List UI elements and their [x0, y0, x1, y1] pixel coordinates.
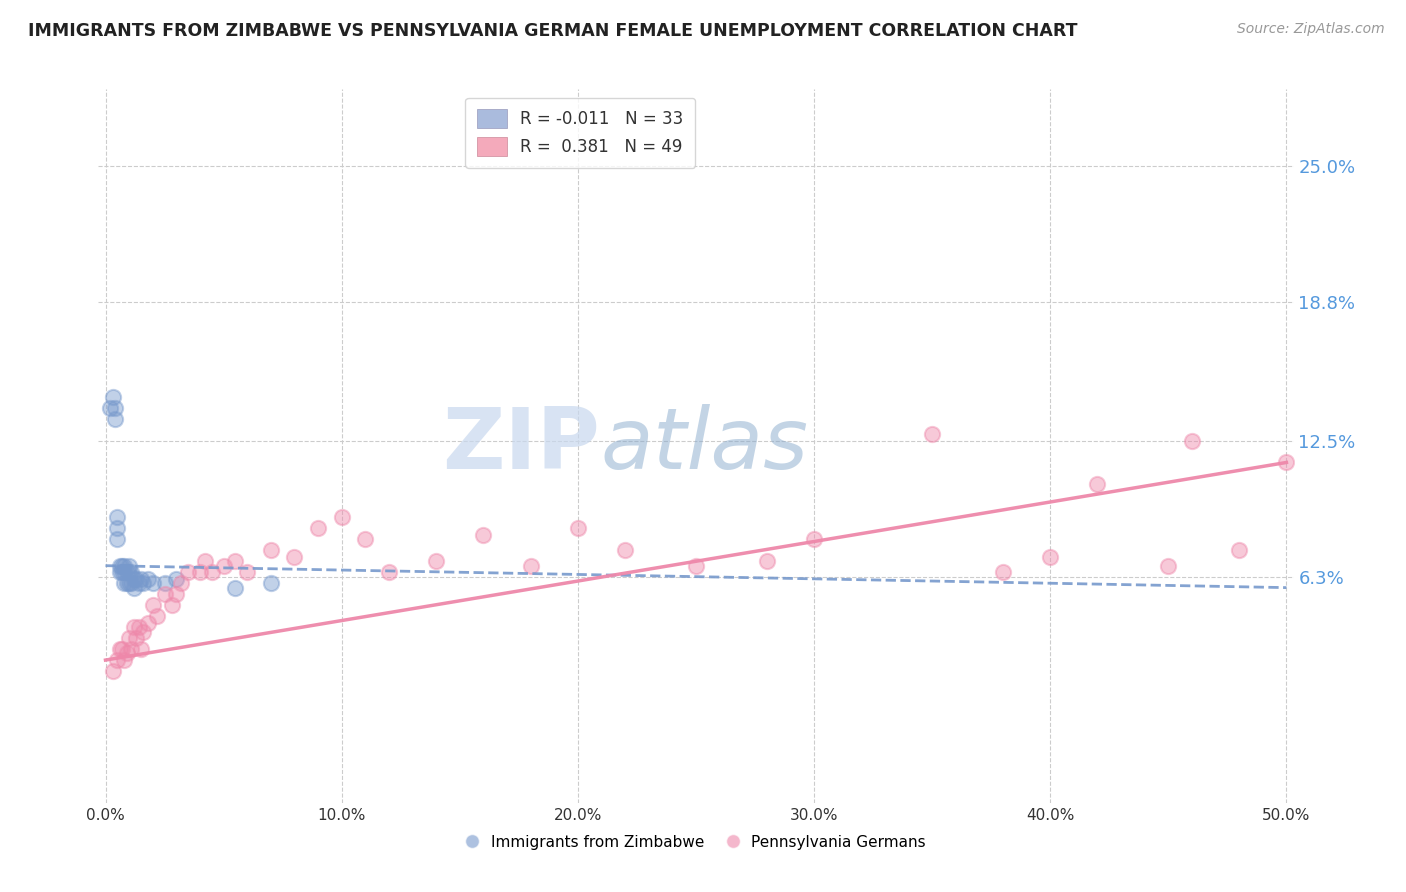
- Point: [146, 609, 169, 624]
- Point: [194, 554, 217, 568]
- Point: [685, 558, 707, 573]
- Point: [212, 558, 235, 573]
- Point: [125, 631, 148, 645]
- Point: [153, 587, 176, 601]
- Point: [201, 566, 224, 580]
- Point: [755, 554, 778, 568]
- Point: [378, 566, 401, 580]
- Point: [142, 576, 165, 591]
- Point: [108, 558, 131, 573]
- Point: [614, 543, 637, 558]
- Point: [136, 572, 159, 586]
- Point: [1275, 455, 1298, 469]
- Point: [921, 426, 943, 441]
- Point: [153, 576, 176, 591]
- Point: [122, 581, 145, 595]
- Point: [105, 521, 128, 535]
- Point: [101, 390, 124, 404]
- Point: [115, 576, 138, 591]
- Point: [105, 653, 128, 667]
- Point: [165, 587, 187, 601]
- Point: [129, 642, 152, 657]
- Text: atlas: atlas: [600, 404, 808, 488]
- Legend: Immigrants from Zimbabwe, Pennsylvania Germans: Immigrants from Zimbabwe, Pennsylvania G…: [460, 829, 932, 855]
- Point: [108, 642, 131, 657]
- Point: [177, 566, 200, 580]
- Point: [1087, 477, 1109, 491]
- Point: [108, 566, 131, 580]
- Point: [118, 576, 141, 591]
- Point: [112, 558, 135, 573]
- Point: [260, 543, 283, 558]
- Point: [128, 576, 150, 591]
- Point: [115, 647, 138, 661]
- Point: [104, 411, 127, 425]
- Point: [112, 653, 135, 667]
- Point: [118, 566, 141, 580]
- Point: [142, 598, 165, 612]
- Point: [128, 620, 150, 634]
- Point: [260, 576, 283, 591]
- Point: [101, 664, 124, 678]
- Point: [165, 572, 187, 586]
- Point: [118, 631, 141, 645]
- Text: IMMIGRANTS FROM ZIMBABWE VS PENNSYLVANIA GERMAN FEMALE UNEMPLOYMENT CORRELATION : IMMIGRANTS FROM ZIMBABWE VS PENNSYLVANIA…: [28, 22, 1077, 40]
- Point: [567, 521, 589, 535]
- Point: [236, 566, 259, 580]
- Point: [98, 401, 121, 415]
- Point: [991, 566, 1014, 580]
- Point: [105, 510, 128, 524]
- Text: ZIP: ZIP: [443, 404, 600, 488]
- Point: [105, 533, 128, 547]
- Point: [115, 566, 138, 580]
- Point: [132, 624, 155, 639]
- Point: [307, 521, 329, 535]
- Point: [118, 558, 141, 573]
- Point: [111, 558, 134, 573]
- Point: [425, 554, 447, 568]
- Point: [129, 572, 152, 586]
- Point: [354, 533, 377, 547]
- Point: [121, 566, 143, 580]
- Point: [224, 554, 246, 568]
- Point: [121, 642, 143, 657]
- Point: [188, 566, 211, 580]
- Point: [160, 598, 183, 612]
- Point: [1181, 434, 1204, 448]
- Point: [472, 528, 495, 542]
- Point: [125, 572, 148, 586]
- Point: [1227, 543, 1250, 558]
- Point: [132, 576, 155, 591]
- Point: [111, 566, 134, 580]
- Point: [803, 533, 825, 547]
- Point: [112, 566, 135, 580]
- Point: [122, 620, 145, 634]
- Point: [224, 581, 246, 595]
- Point: [519, 558, 541, 573]
- Point: [111, 642, 134, 657]
- Point: [122, 572, 145, 586]
- Point: [283, 549, 305, 564]
- Point: [121, 576, 143, 591]
- Text: Source: ZipAtlas.com: Source: ZipAtlas.com: [1237, 22, 1385, 37]
- Point: [1039, 549, 1062, 564]
- Point: [112, 576, 135, 591]
- Point: [104, 401, 127, 415]
- Point: [136, 615, 159, 630]
- Point: [330, 510, 353, 524]
- Point: [170, 576, 193, 591]
- Point: [1157, 558, 1180, 573]
